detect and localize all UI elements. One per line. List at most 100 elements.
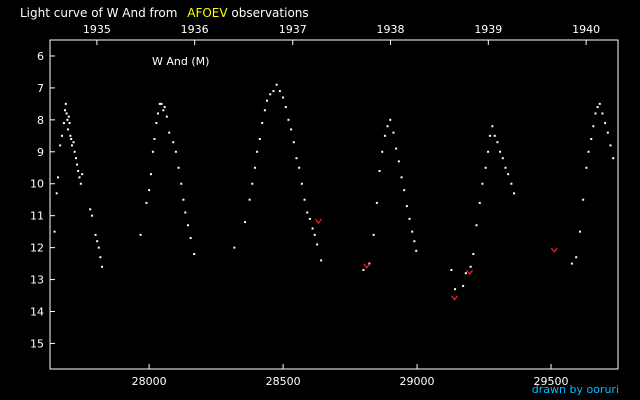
observation-point-20 <box>77 169 80 172</box>
observation-point-64 <box>269 93 272 96</box>
observation-point-77 <box>306 211 309 214</box>
observation-point-24 <box>89 208 92 211</box>
observation-point-121 <box>510 182 513 185</box>
observation-point-91 <box>389 118 392 121</box>
observation-point-14 <box>70 138 73 141</box>
observation-point-80 <box>313 233 316 236</box>
observation-point-27 <box>96 240 99 243</box>
observation-point-134 <box>601 112 604 115</box>
year-tick-label-1939: 1939 <box>474 23 502 36</box>
title-suffix: observations <box>228 6 309 20</box>
observation-point-89 <box>383 134 386 137</box>
observation-point-35 <box>151 150 154 153</box>
observation-point-128 <box>587 150 590 153</box>
observation-point-114 <box>491 125 494 128</box>
observation-point-53 <box>193 253 196 256</box>
observation-point-17 <box>73 150 76 153</box>
year-tick-label-1937: 1937 <box>279 23 307 36</box>
observation-point-41 <box>162 109 165 112</box>
fainter-than-mark-1 <box>363 263 371 269</box>
observation-point-19 <box>76 163 79 166</box>
observation-point-55 <box>244 221 247 224</box>
data-points <box>53 83 615 301</box>
observation-point-74 <box>298 166 301 169</box>
observation-point-46 <box>174 150 177 153</box>
observation-point-61 <box>261 122 264 125</box>
observation-point-130 <box>592 125 595 128</box>
observation-point-122 <box>513 192 516 195</box>
observation-point-133 <box>598 102 601 105</box>
observation-point-125 <box>578 230 581 233</box>
observation-point-120 <box>507 173 510 176</box>
observation-point-83 <box>362 268 365 271</box>
observation-point-2 <box>57 176 60 179</box>
title-prefix: Light curve of W And from <box>20 6 181 20</box>
observation-point-110 <box>481 182 484 185</box>
y-tick-label-6: 6 <box>37 50 44 63</box>
observation-point-36 <box>153 138 156 141</box>
y-axis: 6 7 8 9 10 11 12 13 14 15 <box>30 50 55 350</box>
observation-point-45 <box>172 141 175 144</box>
observation-point-99 <box>411 230 414 233</box>
observation-point-32 <box>145 201 148 204</box>
observation-point-67 <box>278 90 281 93</box>
observation-point-21 <box>78 176 81 179</box>
observation-point-103 <box>454 288 457 291</box>
observation-point-90 <box>386 125 389 128</box>
year-tick-label-1935: 1935 <box>83 23 111 36</box>
x-axis: 28000 28500 29000 29500 <box>132 364 569 388</box>
observation-point-42 <box>163 106 166 109</box>
observation-point-108 <box>475 224 478 227</box>
observation-point-112 <box>487 150 490 153</box>
observation-point-65 <box>272 90 275 93</box>
observation-point-101 <box>415 249 418 252</box>
observation-point-109 <box>478 201 481 204</box>
observation-point-70 <box>287 118 290 121</box>
observation-point-117 <box>499 150 502 153</box>
year-tick-label-1936: 1936 <box>181 23 209 36</box>
observation-point-131 <box>594 112 597 115</box>
observation-point-13 <box>69 134 72 137</box>
title-source: AFOEV <box>187 6 228 20</box>
observation-point-38 <box>156 112 159 115</box>
credit-text: drawn by ooruri <box>532 383 619 396</box>
observation-point-0 <box>53 230 56 233</box>
observation-point-79 <box>311 227 314 230</box>
y-tick-label-12: 12 <box>30 242 44 255</box>
observation-point-78 <box>308 217 311 220</box>
fainter-than-mark-3 <box>466 269 474 276</box>
observation-point-105 <box>464 272 467 275</box>
observation-point-18 <box>74 157 77 160</box>
observation-point-44 <box>168 131 171 134</box>
observation-point-123 <box>570 262 573 265</box>
observation-point-94 <box>397 160 400 163</box>
observation-point-113 <box>488 134 491 137</box>
observation-point-73 <box>295 157 298 160</box>
observation-point-104 <box>462 284 465 287</box>
observation-point-3 <box>59 144 62 147</box>
x-tick-label-28500: 28500 <box>266 375 301 388</box>
observation-point-57 <box>251 182 254 185</box>
observation-point-29 <box>99 256 102 259</box>
x-tick-label-29000: 29000 <box>400 375 435 388</box>
observation-point-93 <box>395 147 398 150</box>
observation-point-51 <box>186 224 189 227</box>
observation-point-28 <box>97 246 100 249</box>
observation-point-62 <box>263 109 266 112</box>
y-tick-label-8: 8 <box>37 114 44 127</box>
observation-point-6 <box>64 109 67 112</box>
observation-point-33 <box>148 189 151 192</box>
observation-point-96 <box>403 189 406 192</box>
observation-point-30 <box>100 265 103 268</box>
observation-point-72 <box>292 141 295 144</box>
observation-point-100 <box>413 240 416 243</box>
fainter-than-mark-4 <box>550 247 558 253</box>
observation-point-23 <box>81 173 84 176</box>
observation-point-81 <box>316 243 319 246</box>
observation-point-5 <box>62 122 65 125</box>
observation-point-111 <box>484 166 487 169</box>
observation-point-115 <box>493 134 496 137</box>
observation-point-135 <box>604 122 607 125</box>
observation-point-7 <box>64 102 67 105</box>
